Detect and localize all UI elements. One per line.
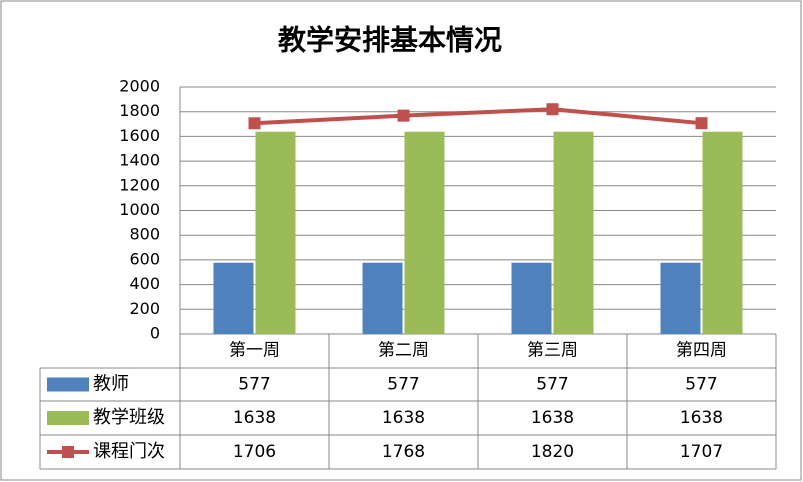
y-tick-label: 0: [150, 324, 160, 343]
table-value: 1638: [233, 408, 276, 428]
marker: [546, 103, 559, 116]
bar: [404, 131, 445, 334]
table-value: 577: [238, 375, 270, 395]
table-value: 577: [387, 375, 419, 395]
y-tick-label: 1600: [119, 126, 160, 145]
bar: [255, 131, 296, 334]
bar: [362, 262, 403, 334]
y-tick-label: 1200: [119, 175, 160, 194]
x-tick-label: 第三周: [527, 341, 578, 361]
legend-key: [47, 377, 89, 392]
legend-key: [47, 411, 89, 425]
x-tick-label: 第四周: [676, 341, 727, 361]
legend-key: [62, 446, 74, 458]
bar: [702, 131, 743, 334]
marker: [397, 109, 410, 122]
table-value: 1706: [233, 442, 276, 462]
line: [254, 107, 702, 126]
table-value: 1638: [531, 408, 574, 428]
y-tick-label: 1400: [119, 151, 160, 170]
legend-label: 教学班级: [93, 407, 165, 428]
table-value: 1638: [382, 408, 425, 428]
bar: [213, 262, 254, 334]
table-value: 577: [536, 375, 568, 395]
y-tick-label: 1800: [119, 101, 160, 120]
table-value: 1638: [680, 408, 723, 428]
legend-label: 课程门次: [93, 441, 165, 462]
table-value: 1820: [531, 442, 574, 462]
y-tick-label: 600: [129, 249, 160, 268]
table-value: 1768: [382, 442, 425, 462]
y-tick-label: 1000: [119, 200, 160, 219]
chart-title: 教学安排基本情况: [278, 24, 502, 57]
table-value: 1707: [680, 442, 723, 462]
x-tick-label: 第一周: [229, 341, 280, 361]
y-tick-label: 200: [129, 299, 160, 318]
y-tick-label: 2000: [119, 77, 160, 96]
marker: [695, 117, 708, 130]
x-tick-label: 第二周: [378, 341, 429, 361]
bar: [660, 262, 701, 334]
legend-label: 教师: [93, 374, 129, 395]
marker: [248, 117, 261, 130]
bar: [553, 131, 594, 334]
bar: [511, 262, 552, 334]
y-tick-label: 800: [129, 225, 160, 244]
y-tick-label: 400: [129, 274, 160, 293]
table-value: 577: [685, 375, 717, 395]
